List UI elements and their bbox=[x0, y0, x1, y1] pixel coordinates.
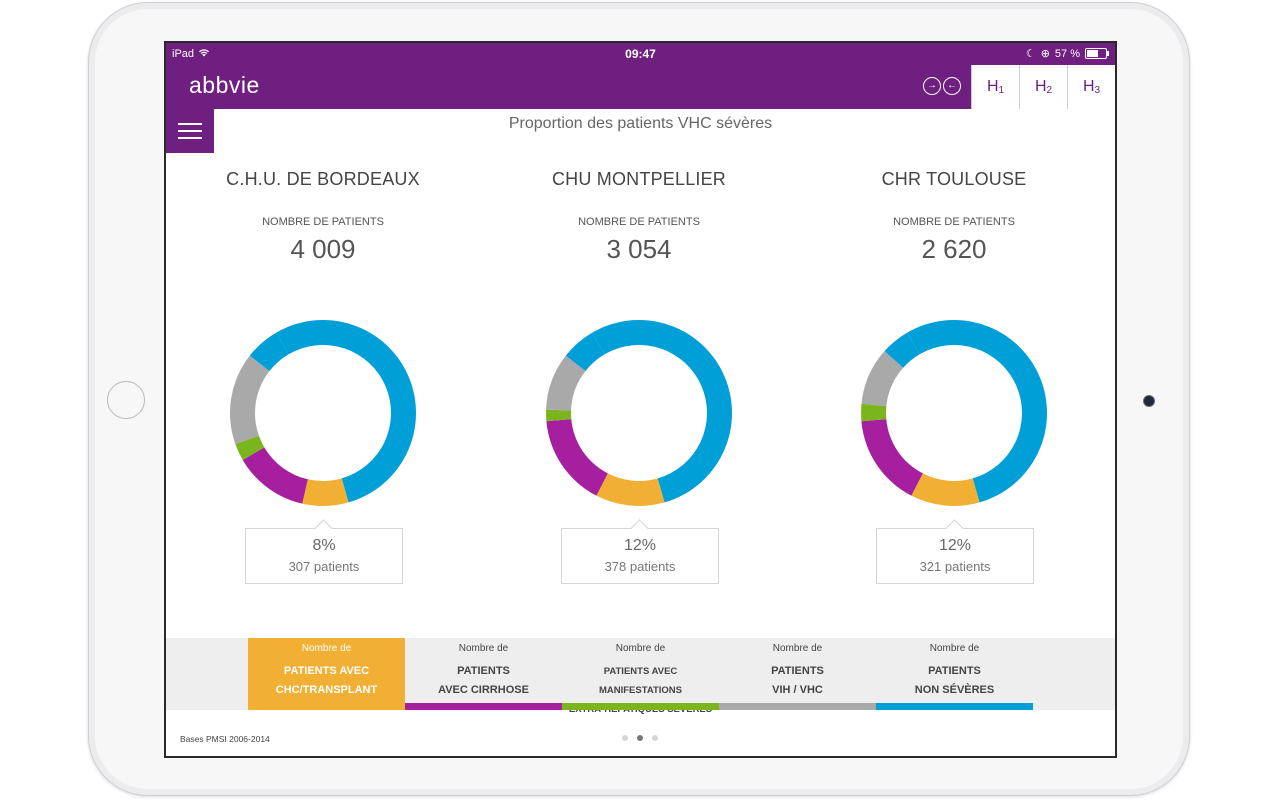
battery-icon bbox=[1085, 48, 1109, 59]
legend-extra-hepatiques[interactable]: Nombre de PATIENTS AVEC MANIFESTATIONSEX… bbox=[562, 638, 719, 715]
camera-icon bbox=[1143, 395, 1155, 407]
donut-segment-extra-hepatiques[interactable] bbox=[235, 435, 265, 460]
category-legend-bar: Nombre de PATIENTS AVEC CHC/TRANSPLANT No… bbox=[166, 638, 1115, 715]
callout-toulouse: 12% 321 patients bbox=[876, 528, 1034, 584]
status-time: 09:47 bbox=[625, 47, 656, 61]
tab-h3[interactable]: H3 bbox=[1067, 65, 1115, 109]
page-dot[interactable] bbox=[622, 735, 628, 741]
hospital-name: CHR TOULOUSE bbox=[881, 169, 1027, 189]
donut-segment-non-severes[interactable] bbox=[907, 320, 1047, 503]
legend-chc-transplant[interactable]: Nombre de PATIENTS AVEC CHC/TRANSPLANT bbox=[248, 638, 405, 710]
donut-segment-non-severes[interactable] bbox=[249, 332, 289, 372]
donut-segment-chc-transplant[interactable] bbox=[596, 473, 665, 506]
device-label: iPad bbox=[172, 48, 195, 60]
donut-segment-cirrhose[interactable] bbox=[242, 447, 308, 504]
legend-cirrhose[interactable]: Nombre de PATIENTS AVEC CIRRHOSE bbox=[405, 638, 562, 710]
patient-count: 3 054 bbox=[606, 234, 672, 264]
legend-color-stripe bbox=[405, 703, 562, 710]
donut-segment-non-severes[interactable] bbox=[884, 332, 920, 368]
callout-percentage: 8% bbox=[312, 537, 336, 554]
battery-percent: 57 % bbox=[1054, 47, 1080, 60]
page-indicator bbox=[622, 735, 658, 741]
callout-patients: 378 patients bbox=[604, 559, 676, 574]
patient-count-label: NOMBRE DE PATIENTS bbox=[262, 216, 384, 228]
donut-segment-vih-vhc[interactable] bbox=[546, 355, 586, 411]
abbvie-logo: abbvie bbox=[189, 72, 260, 98]
callout-bordeaux: 8% 307 patients bbox=[245, 528, 403, 584]
page-dot[interactable] bbox=[652, 735, 658, 741]
callout-patients: 321 patients bbox=[919, 559, 991, 574]
moon-icon: ☾ bbox=[1025, 48, 1036, 60]
home-button[interactable] bbox=[107, 381, 145, 419]
donut-segment-chc-transplant[interactable] bbox=[302, 478, 349, 506]
donut-segment-chc-transplant[interactable] bbox=[911, 473, 980, 506]
hospital-name: C.H.U. DE BORDEAUX bbox=[226, 169, 420, 189]
callout-patients: 307 patients bbox=[288, 559, 360, 574]
patient-count: 4 009 bbox=[290, 234, 356, 264]
donut-segment-cirrhose[interactable] bbox=[861, 419, 923, 496]
donut-segment-vih-vhc[interactable] bbox=[230, 355, 270, 445]
legend-color-stripe bbox=[562, 703, 719, 710]
donut-segment-extra-hepatiques[interactable] bbox=[861, 403, 887, 422]
donut-segment-vih-vhc[interactable] bbox=[861, 351, 904, 407]
status-bar: iPad 09:47 ☾ ⊕ 57 % bbox=[166, 43, 1115, 65]
hospital-column-bordeaux: C.H.U. DE BORDEAUX NOMBRE DE PATIENTS 4 … bbox=[173, 169, 473, 265]
donut-segment-non-severes[interactable] bbox=[592, 320, 732, 503]
h-tabs: H1 H2 H3 bbox=[971, 65, 1115, 109]
hamburger-menu-icon[interactable] bbox=[166, 109, 214, 153]
source-note: Bases PMSI 2006-2014 bbox=[180, 734, 270, 744]
callout-percentage: 12% bbox=[938, 537, 972, 554]
wifi-icon bbox=[198, 48, 210, 60]
page-dot-active[interactable] bbox=[637, 735, 643, 741]
hospital-column-toulouse: CHR TOULOUSE NOMBRE DE PATIENTS 2 620 bbox=[804, 169, 1104, 265]
callout-montpellier: 12% 378 patients bbox=[561, 528, 719, 584]
back-circle-icon[interactable]: ← bbox=[943, 77, 961, 95]
donut-chart-toulouse[interactable] bbox=[859, 318, 1049, 508]
donut-chart-bordeaux[interactable] bbox=[228, 318, 418, 508]
legend-color-stripe bbox=[719, 703, 876, 710]
donut-segment-non-severes[interactable] bbox=[565, 332, 605, 372]
page-title: Proportion des patients VHC sévères bbox=[508, 115, 773, 132]
donut-chart-montpellier[interactable] bbox=[544, 318, 734, 508]
rotation-lock-icon: ⊕ bbox=[1040, 48, 1050, 60]
callout-percentage: 12% bbox=[623, 537, 657, 554]
patient-count-label: NOMBRE DE PATIENTS bbox=[893, 216, 1015, 228]
app-screen: iPad 09:47 ☾ ⊕ 57 % abbvie → ← H1 H2 H3 … bbox=[164, 41, 1117, 758]
forward-circle-icon[interactable]: → bbox=[923, 77, 941, 95]
tab-h2[interactable]: H2 bbox=[1019, 65, 1067, 109]
donut-segment-cirrhose[interactable] bbox=[546, 419, 608, 496]
patient-count-label: NOMBRE DE PATIENTS bbox=[578, 216, 700, 228]
hospital-column-montpellier: CHU MONTPELLIER NOMBRE DE PATIENTS 3 054 bbox=[489, 169, 789, 265]
donut-segment-non-severes[interactable] bbox=[276, 320, 416, 503]
tab-h1[interactable]: H1 bbox=[971, 65, 1019, 109]
legend-color-stripe bbox=[876, 703, 1033, 710]
legend-vih-vhc[interactable]: Nombre de PATIENTS VIH / VHC bbox=[719, 638, 876, 710]
legend-non-severes[interactable]: Nombre de PATIENTS NON SÉVÈRES bbox=[876, 638, 1033, 710]
patient-count: 2 620 bbox=[921, 234, 987, 264]
donut-segment-extra-hepatiques[interactable] bbox=[546, 409, 572, 422]
app-header: abbvie → ← H1 H2 H3 bbox=[166, 65, 1115, 109]
hospital-name: CHU MONTPELLIER bbox=[551, 169, 727, 189]
